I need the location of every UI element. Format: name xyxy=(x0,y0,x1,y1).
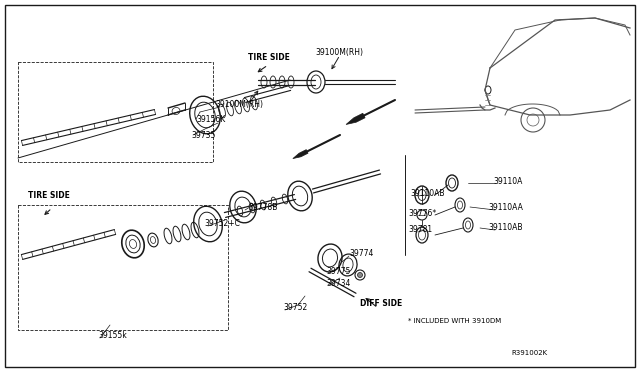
Text: 39752: 39752 xyxy=(283,304,307,312)
Bar xyxy=(18,62,213,162)
Text: 39110AB: 39110AB xyxy=(488,224,522,232)
Text: 39155k: 39155k xyxy=(98,331,127,340)
Text: 39100M(RH): 39100M(RH) xyxy=(315,48,363,57)
Text: DIFF SIDE: DIFF SIDE xyxy=(360,298,403,308)
Text: 39775: 39775 xyxy=(326,266,350,276)
Text: TIRE SIDE: TIRE SIDE xyxy=(28,192,70,201)
FancyArrow shape xyxy=(346,113,365,125)
Bar xyxy=(18,205,228,330)
FancyArrow shape xyxy=(293,150,308,158)
Text: 39110A: 39110A xyxy=(493,176,522,186)
Text: 39774: 39774 xyxy=(349,250,373,259)
Text: 39735: 39735 xyxy=(191,131,216,140)
Text: R391002K: R391002K xyxy=(512,350,548,356)
Text: 39110AA: 39110AA xyxy=(488,203,523,212)
Text: 39156K: 39156K xyxy=(196,115,225,124)
Text: 39110AB: 39110AB xyxy=(410,189,445,199)
Text: * INCLUDED WITH 3910DM: * INCLUDED WITH 3910DM xyxy=(408,318,501,324)
Text: 39776*: 39776* xyxy=(408,208,436,218)
Text: 39752+C: 39752+C xyxy=(204,218,240,228)
Text: 39100M(RH): 39100M(RH) xyxy=(215,100,263,109)
Text: 39778B: 39778B xyxy=(248,202,277,212)
Text: 39734: 39734 xyxy=(326,279,350,288)
Text: TIRE SIDE: TIRE SIDE xyxy=(248,52,290,61)
Text: 39781: 39781 xyxy=(408,225,432,234)
Ellipse shape xyxy=(358,273,362,278)
